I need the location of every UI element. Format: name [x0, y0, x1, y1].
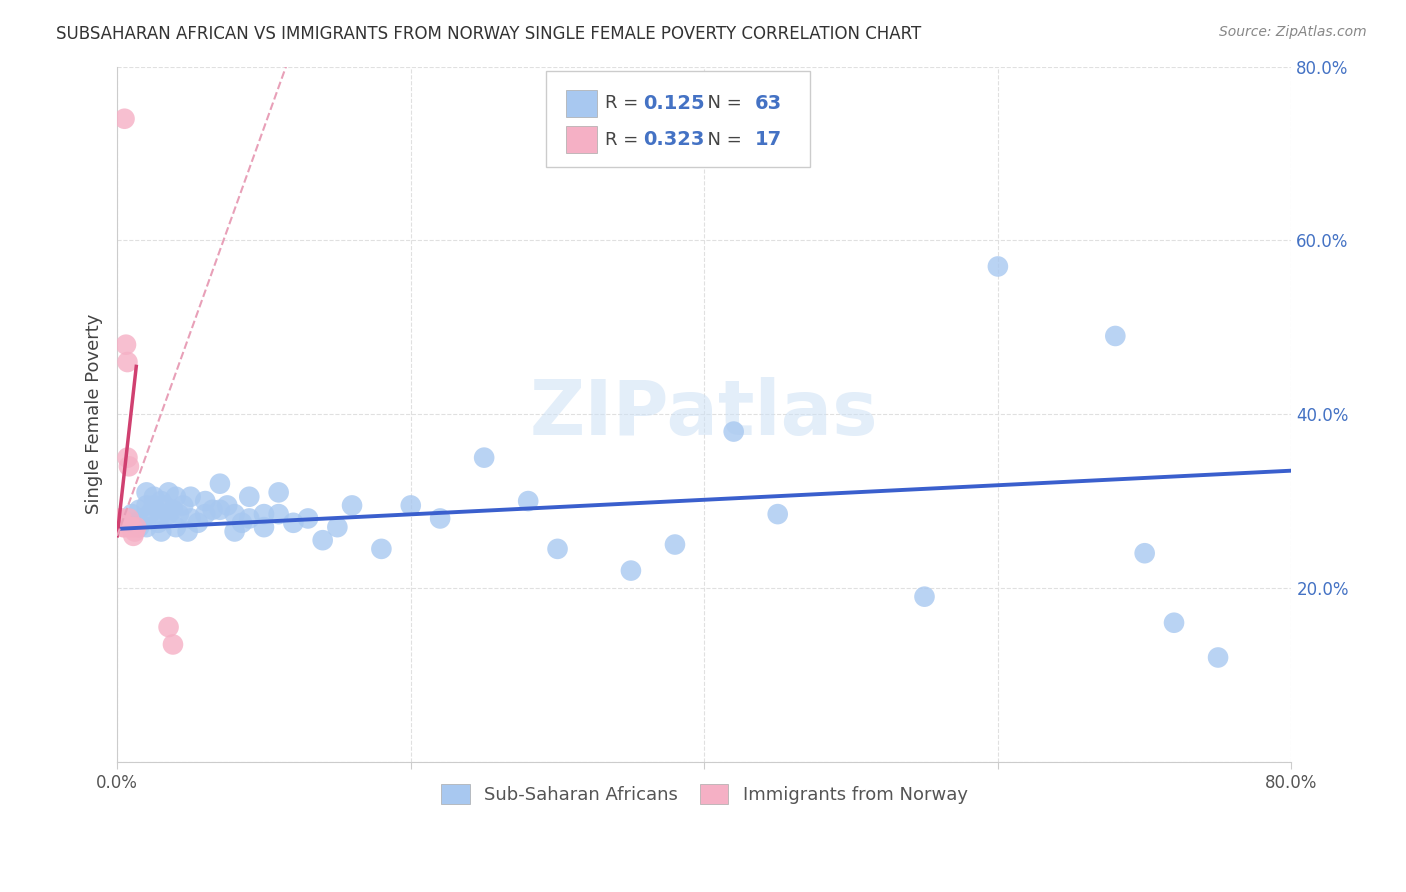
Point [267, 507, 290, 521]
Point [187, 516, 209, 530]
Point [1133, 546, 1156, 560]
Point [118, 511, 141, 525]
Point [217, 499, 239, 513]
Point [167, 507, 190, 521]
Point [124, 524, 146, 539]
Point [253, 520, 276, 534]
Point [429, 511, 451, 525]
Point [664, 537, 686, 551]
Point [231, 516, 253, 530]
Point [176, 524, 198, 539]
Point [208, 476, 231, 491]
Point [312, 533, 335, 548]
Point [914, 590, 936, 604]
Point [224, 524, 246, 539]
Point [135, 485, 157, 500]
Y-axis label: Single Female Poverty: Single Female Poverty [86, 314, 103, 515]
FancyBboxPatch shape [565, 127, 598, 153]
Point [162, 502, 184, 516]
Point [1206, 650, 1229, 665]
Point [172, 499, 194, 513]
Point [194, 494, 217, 508]
Point [121, 507, 143, 521]
Point [157, 485, 180, 500]
Text: 0.323: 0.323 [644, 130, 704, 149]
Point [1104, 329, 1126, 343]
Text: 0.125: 0.125 [644, 94, 704, 113]
Point [150, 524, 173, 539]
FancyBboxPatch shape [546, 71, 810, 168]
Text: SUBSAHARAN AFRICAN VS IMMIGRANTS FROM NORWAY SINGLE FEMALE POVERTY CORRELATION C: SUBSAHARAN AFRICAN VS IMMIGRANTS FROM NO… [56, 25, 921, 43]
Point [128, 520, 150, 534]
Point [117, 450, 139, 465]
Point [987, 260, 1010, 274]
Point [1163, 615, 1185, 630]
Text: N =: N = [696, 95, 748, 112]
Text: 63: 63 [755, 94, 782, 113]
Point [165, 490, 187, 504]
Point [112, 520, 135, 534]
Point [180, 490, 202, 504]
Point [110, 511, 132, 525]
Point [121, 516, 143, 530]
Point [148, 516, 170, 530]
Point [114, 112, 136, 126]
FancyBboxPatch shape [565, 90, 598, 117]
Point [201, 502, 224, 516]
Point [157, 620, 180, 634]
Point [194, 507, 217, 521]
Point [142, 499, 165, 513]
Point [121, 520, 143, 534]
Point [118, 459, 141, 474]
Point [224, 507, 246, 521]
Point [472, 450, 495, 465]
Point [723, 425, 745, 439]
Point [267, 485, 290, 500]
Point [180, 511, 202, 525]
Point [370, 541, 392, 556]
Point [135, 520, 157, 534]
Point [128, 502, 150, 516]
Point [108, 511, 131, 525]
Point [766, 507, 789, 521]
Point [238, 490, 260, 504]
Point [150, 494, 173, 508]
Point [122, 529, 145, 543]
Point [283, 516, 305, 530]
Point [142, 490, 165, 504]
Point [115, 337, 138, 351]
Point [340, 499, 363, 513]
Point [117, 355, 139, 369]
Text: Source: ZipAtlas.com: Source: ZipAtlas.com [1219, 25, 1367, 39]
Point [238, 511, 260, 525]
Point [132, 511, 155, 525]
Point [153, 499, 176, 513]
Point [120, 520, 142, 534]
Point [326, 520, 349, 534]
Point [157, 507, 180, 521]
Point [150, 507, 173, 521]
Text: ZIPatlas: ZIPatlas [530, 377, 879, 451]
Point [135, 499, 157, 513]
Point [517, 494, 540, 508]
Legend: Sub-Saharan Africans, Immigrants from Norway: Sub-Saharan Africans, Immigrants from No… [430, 772, 979, 815]
Point [620, 564, 643, 578]
Text: R =: R = [605, 95, 644, 112]
Point [253, 507, 276, 521]
Text: N =: N = [696, 130, 748, 149]
Point [208, 502, 231, 516]
Point [399, 499, 422, 513]
Text: 17: 17 [755, 130, 782, 149]
Point [297, 511, 319, 525]
Point [138, 507, 160, 521]
Point [165, 520, 187, 534]
Point [547, 541, 569, 556]
Text: R =: R = [605, 130, 644, 149]
Point [125, 520, 148, 534]
Point [114, 520, 136, 534]
Point [162, 637, 184, 651]
